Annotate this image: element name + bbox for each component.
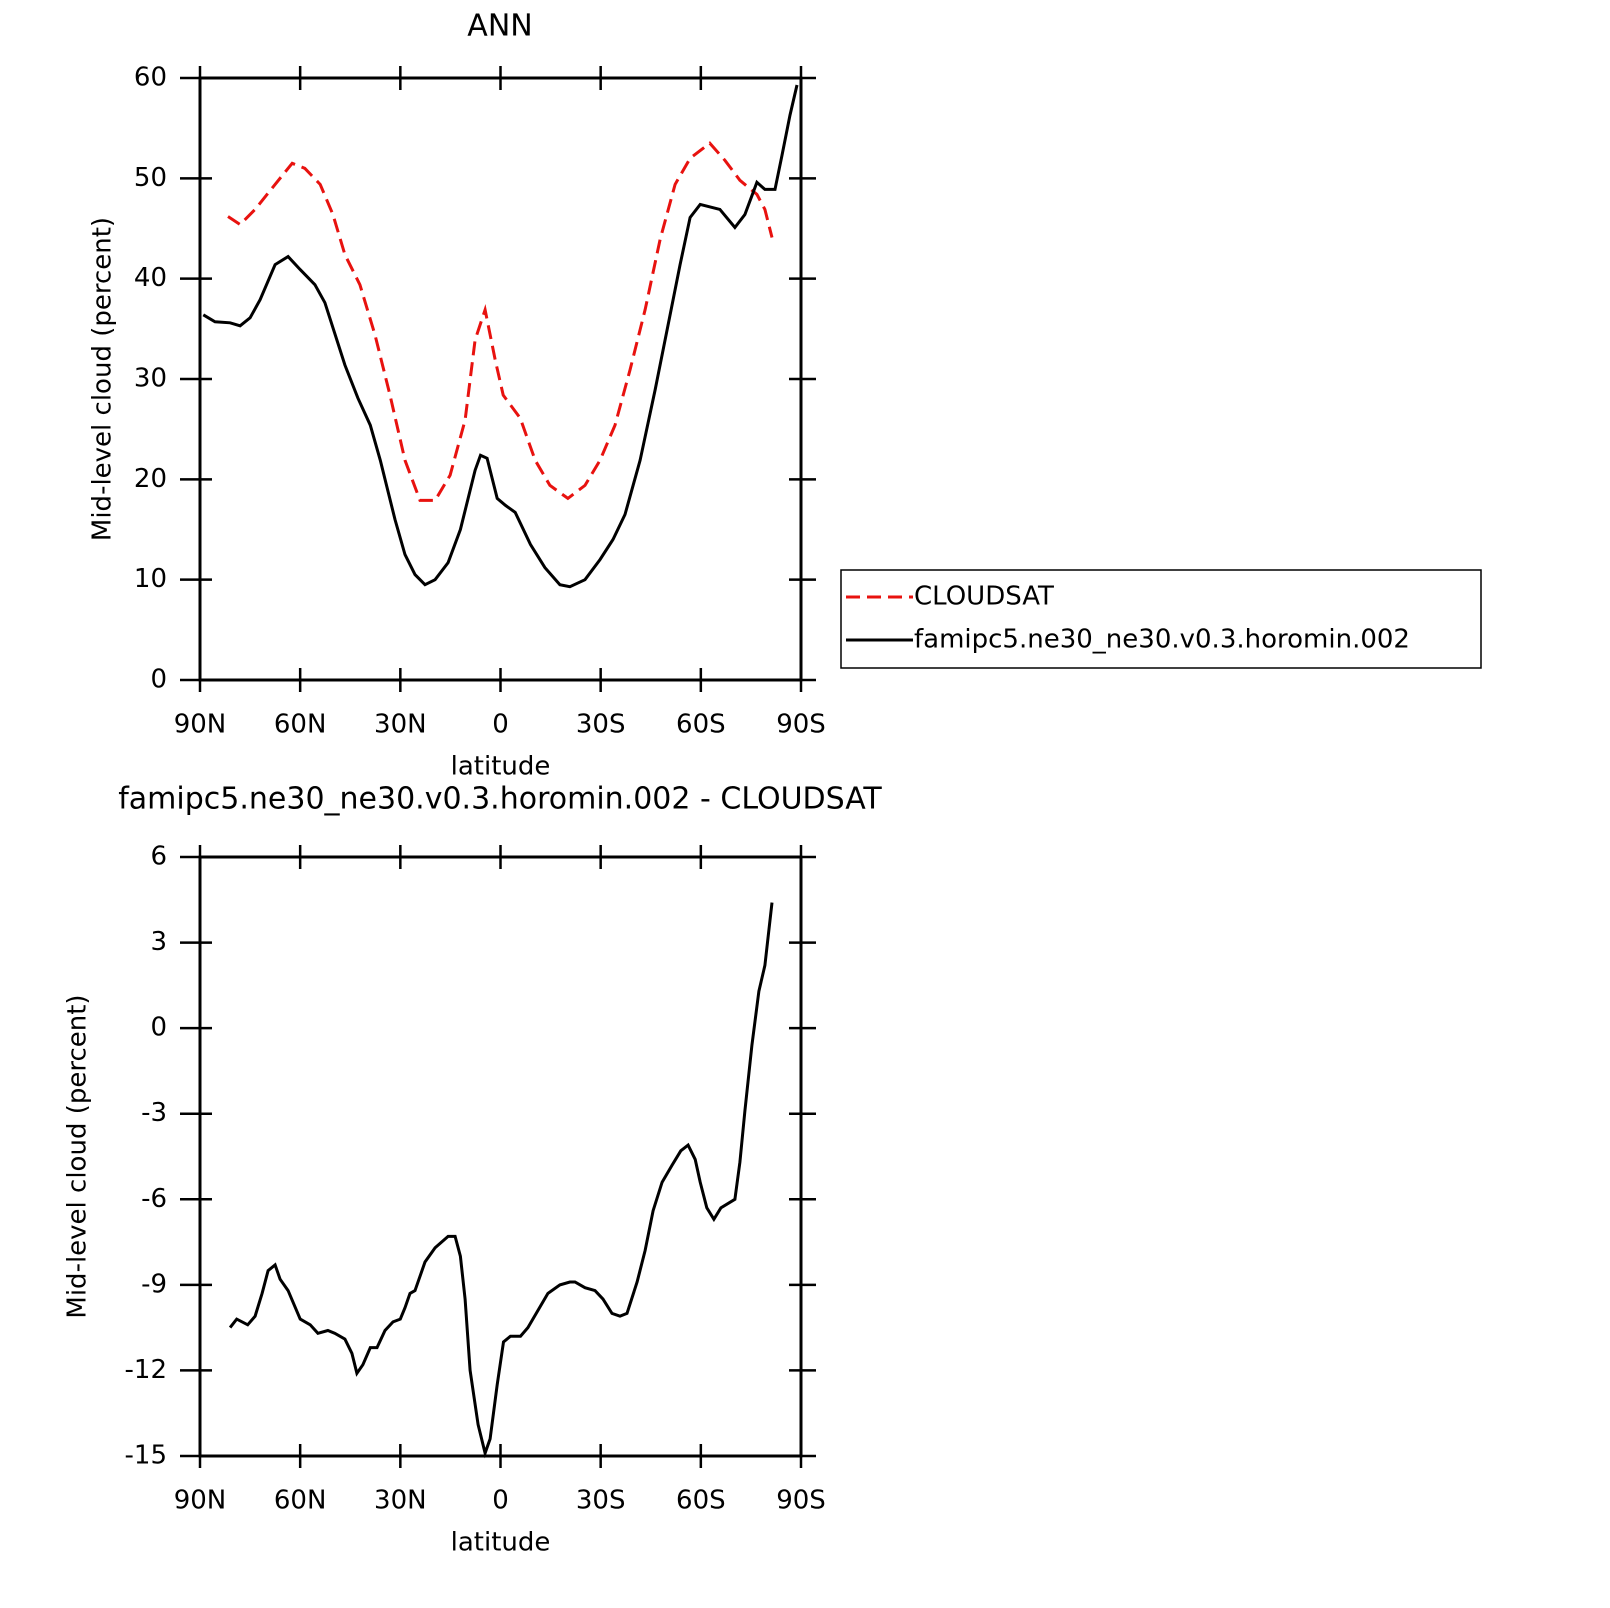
x-tick-label: 0 (492, 1486, 509, 1516)
x-tick-label: 90N (174, 710, 227, 740)
y-tick-label: 20 (134, 464, 167, 494)
x-axis-label: latitude (451, 1528, 551, 1558)
plot-frame (198, 76, 803, 682)
x-tick-label: 60N (274, 710, 327, 740)
y-tick-label: 60 (134, 63, 167, 93)
y-tick-label: -15 (125, 1441, 167, 1471)
x-tick-label: 30S (576, 1486, 626, 1516)
x-tick-label: 60S (676, 710, 726, 740)
legend-label: famipc5.ne30_ne30.v0.3.horomin.002 (914, 625, 1410, 655)
chart-title: famipc5.ne30_ne30.v0.3.horomin.002 - CLO… (118, 782, 882, 817)
y-tick-label: -3 (141, 1098, 167, 1128)
x-axis-label: latitude (451, 752, 551, 782)
chart-title: ANN (467, 9, 532, 44)
y-tick-label: -6 (141, 1184, 167, 1214)
y-tick-label: 0 (150, 665, 167, 695)
data-line (227, 141, 774, 502)
x-tick-label: 60N (274, 1486, 327, 1516)
y-axis-label: Mid-level cloud (percent) (63, 994, 93, 1318)
legend-label: CLOUDSAT (914, 582, 1054, 612)
plot-frame (198, 855, 803, 1458)
x-tick-label: 90N (174, 1486, 227, 1516)
y-tick-label: 40 (134, 263, 167, 293)
data-line (228, 902, 774, 1459)
x-tick-label: 30N (374, 1486, 427, 1516)
x-tick-label: 30S (576, 710, 626, 740)
y-tick-label: 50 (134, 163, 167, 193)
y-axis-label: Mid-level cloud (percent) (88, 217, 118, 541)
x-tick-label: 90S (776, 710, 826, 740)
y-tick-label: 3 (150, 927, 167, 957)
x-tick-label: 0 (492, 710, 509, 740)
legend-box (840, 569, 1482, 669)
y-tick-label: -9 (141, 1269, 167, 1299)
y-tick-label: 30 (134, 364, 167, 394)
data-line (202, 84, 799, 589)
y-tick-label: 6 (150, 842, 167, 872)
x-tick-label: 60S (676, 1486, 726, 1516)
x-tick-label: 30N (374, 710, 427, 740)
y-tick-label: 10 (134, 564, 167, 594)
y-tick-label: -12 (125, 1355, 167, 1385)
y-tick-label: 0 (150, 1013, 167, 1043)
x-tick-label: 90S (776, 1486, 826, 1516)
